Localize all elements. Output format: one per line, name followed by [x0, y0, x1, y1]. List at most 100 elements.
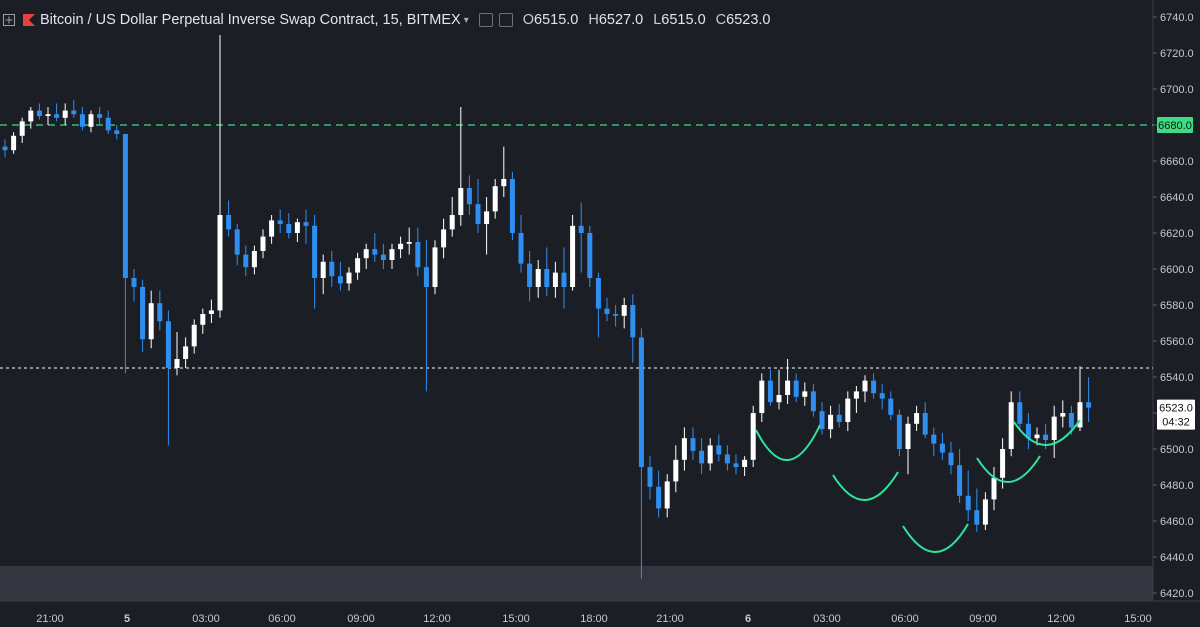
candle[interactable]: [673, 445, 679, 493]
candle[interactable]: [776, 369, 782, 410]
candle[interactable]: [492, 179, 498, 219]
candle[interactable]: [595, 272, 601, 338]
candle[interactable]: [535, 260, 541, 298]
candle[interactable]: [957, 449, 963, 503]
candle[interactable]: [621, 297, 627, 329]
candle[interactable]: [501, 146, 507, 197]
candle[interactable]: [965, 470, 971, 521]
candle[interactable]: [914, 405, 920, 431]
candle[interactable]: [28, 107, 34, 129]
candle[interactable]: [79, 107, 85, 131]
candle[interactable]: [251, 245, 257, 275]
candle[interactable]: [802, 382, 808, 406]
candle[interactable]: [140, 279, 146, 352]
candle[interactable]: [707, 438, 713, 471]
candle[interactable]: [466, 175, 472, 215]
candle[interactable]: [398, 236, 404, 259]
candle[interactable]: [810, 384, 816, 417]
candle[interactable]: [165, 310, 171, 446]
symbol-title[interactable]: Bitcoin / US Dollar Perpetual Inverse Sw…: [40, 12, 461, 28]
candle[interactable]: [62, 103, 68, 125]
candle[interactable]: [638, 328, 644, 579]
candle[interactable]: [71, 99, 77, 118]
candle[interactable]: [716, 434, 722, 462]
candle[interactable]: [630, 294, 636, 363]
candle[interactable]: [828, 405, 834, 439]
candle[interactable]: [922, 402, 928, 439]
candle[interactable]: [45, 107, 51, 125]
rounded-bottom-arc[interactable]: [755, 424, 821, 461]
candle[interactable]: [217, 35, 223, 318]
candle[interactable]: [819, 402, 825, 435]
candle[interactable]: [974, 488, 980, 532]
candle[interactable]: [845, 391, 851, 431]
candle[interactable]: [389, 243, 395, 269]
candle[interactable]: [11, 132, 17, 154]
candle[interactable]: [1086, 377, 1092, 422]
candle[interactable]: [200, 308, 206, 334]
candle[interactable]: [1000, 438, 1006, 489]
candle[interactable]: [1017, 391, 1023, 431]
candle[interactable]: [699, 438, 705, 475]
candle[interactable]: [148, 290, 154, 349]
candle[interactable]: [260, 229, 266, 259]
candle[interactable]: [1025, 413, 1031, 449]
candle[interactable]: [561, 247, 567, 309]
candle[interactable]: [131, 269, 137, 302]
candle[interactable]: [406, 227, 412, 255]
candle[interactable]: [871, 373, 877, 399]
candle[interactable]: [312, 215, 318, 309]
candle[interactable]: [234, 224, 240, 266]
candle[interactable]: [269, 215, 275, 244]
candle[interactable]: [879, 384, 885, 410]
candle[interactable]: [174, 332, 180, 376]
candle[interactable]: [509, 171, 515, 241]
candle[interactable]: [337, 261, 343, 291]
candle[interactable]: [105, 110, 111, 134]
rounded-bottom-arc[interactable]: [1013, 419, 1081, 446]
candle[interactable]: [2, 139, 8, 158]
candle[interactable]: [1008, 391, 1014, 457]
candle[interactable]: [690, 427, 696, 460]
candle[interactable]: [415, 227, 421, 277]
candle[interactable]: [19, 117, 25, 143]
candle[interactable]: [853, 386, 859, 413]
candle[interactable]: [363, 243, 369, 269]
candle[interactable]: [793, 373, 799, 403]
candle[interactable]: [982, 492, 988, 530]
candle[interactable]: [346, 267, 352, 291]
candle[interactable]: [54, 103, 60, 122]
candle[interactable]: [544, 247, 550, 296]
candle[interactable]: [681, 427, 687, 471]
candle[interactable]: [1051, 405, 1057, 458]
candle[interactable]: [905, 416, 911, 475]
candle[interactable]: [277, 209, 283, 233]
candle[interactable]: [441, 218, 447, 259]
candle[interactable]: [991, 467, 997, 511]
candle[interactable]: [664, 474, 670, 518]
candle[interactable]: [939, 432, 945, 460]
candle[interactable]: [475, 179, 481, 233]
candle[interactable]: [552, 261, 558, 298]
candle[interactable]: [97, 107, 103, 125]
candle[interactable]: [750, 405, 756, 467]
candle[interactable]: [527, 251, 533, 302]
expand-icon[interactable]: [2, 13, 16, 27]
candle[interactable]: [458, 107, 464, 226]
candle[interactable]: [183, 337, 189, 368]
candle[interactable]: [570, 215, 576, 291]
candle[interactable]: [888, 391, 894, 421]
candle[interactable]: [733, 454, 739, 475]
candle[interactable]: [243, 245, 249, 277]
candle[interactable]: [355, 252, 361, 280]
candle[interactable]: [1060, 400, 1066, 428]
candle[interactable]: [931, 427, 937, 457]
candle[interactable]: [432, 240, 438, 295]
rounded-bottom-arc[interactable]: [976, 455, 1041, 483]
candle[interactable]: [286, 213, 292, 239]
candle[interactable]: [380, 243, 386, 269]
candle[interactable]: [656, 470, 662, 518]
candle[interactable]: [767, 369, 773, 406]
candle[interactable]: [191, 319, 197, 354]
